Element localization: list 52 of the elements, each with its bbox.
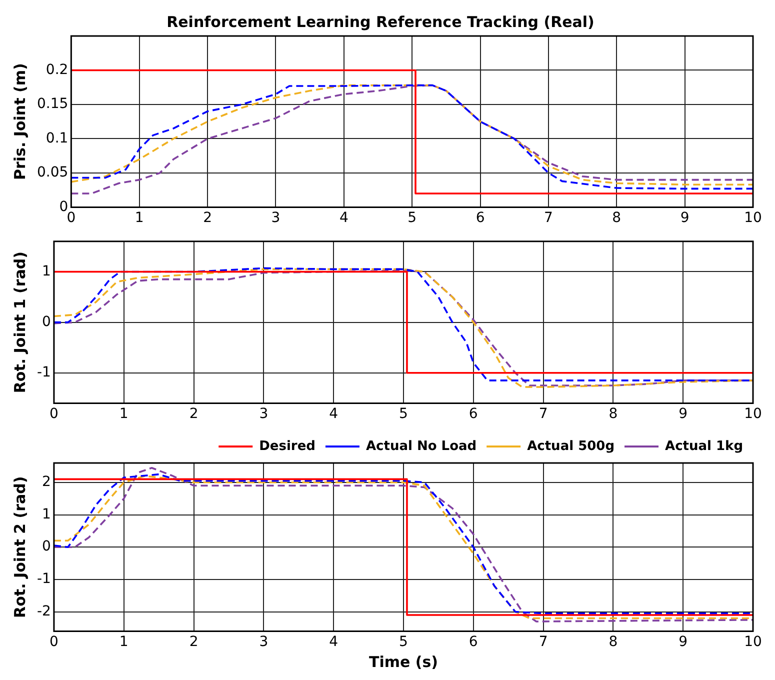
x-tick-label: 10 [744,210,762,226]
x-tick-label: 6 [468,406,478,422]
y-tick-label: -1 [36,364,51,381]
y-tick-label: 0.05 [37,164,68,181]
y-tick-label: 0 [42,538,51,555]
y-tick-label: 0.15 [37,96,68,112]
x-tick-label: 8 [608,406,618,422]
x-tick-label: 1 [119,634,128,650]
y-tick-label: 1 [42,263,51,280]
x-tick-label: 4 [339,210,348,226]
y-tick-label: 0.1 [46,130,68,146]
x-tick-label: 3 [259,406,268,422]
legend-label: Actual No Load [366,438,477,454]
x-tick-label: 2 [203,210,212,226]
x-tick-label: 8 [612,210,622,226]
x-tick-label: 10 [744,634,762,650]
x-tick-label: 9 [678,634,688,650]
x-tick-label: 7 [538,406,548,422]
legend-label: Actual 500g [527,438,615,454]
x-tick-label: 9 [680,210,690,226]
x-tick-label: 3 [259,634,268,650]
x-tick-label: 8 [608,634,618,650]
x-axis-title: Time (s) [368,652,438,671]
x-tick-label: 5 [399,406,408,422]
y-tick-label: 0 [59,198,68,215]
x-tick-label: 1 [134,210,144,226]
x-tick-label: 5 [408,210,417,226]
y-tick-label: 0.2 [46,62,68,78]
x-tick-label: 1 [119,406,128,422]
x-tick-label: 6 [476,210,485,226]
y-tick-label: 1 [42,506,51,522]
x-tick-label: 4 [329,634,338,650]
y-tick-label: -1 [36,571,51,588]
y-axis-title: Pris. Joint (m) [10,63,29,180]
y-tick-label: -2 [36,603,51,620]
x-tick-label: 7 [544,210,553,226]
x-tick-label: 4 [329,406,338,422]
x-tick-label: 9 [678,406,688,422]
legend-label: Actual 1kg [665,438,744,454]
x-tick-label: 3 [271,210,280,226]
y-axis-title: Rot. Joint 2 (rad) [10,476,29,618]
x-tick-label: 5 [399,634,408,650]
y-tick-label: 2 [42,474,51,490]
x-tick-label: 2 [189,634,198,650]
y-axis-title: Rot. Joint 1 (rad) [10,251,29,394]
x-tick-label: 2 [189,406,198,422]
x-tick-label: 7 [538,634,548,650]
x-tick-label: 6 [468,634,478,650]
y-tick-label: 0 [42,314,51,330]
x-tick-label: 10 [744,406,762,422]
chart-title: Reinforcement Learning Reference Tracking (Real) [166,12,594,31]
legend-label: Desired [259,438,316,454]
